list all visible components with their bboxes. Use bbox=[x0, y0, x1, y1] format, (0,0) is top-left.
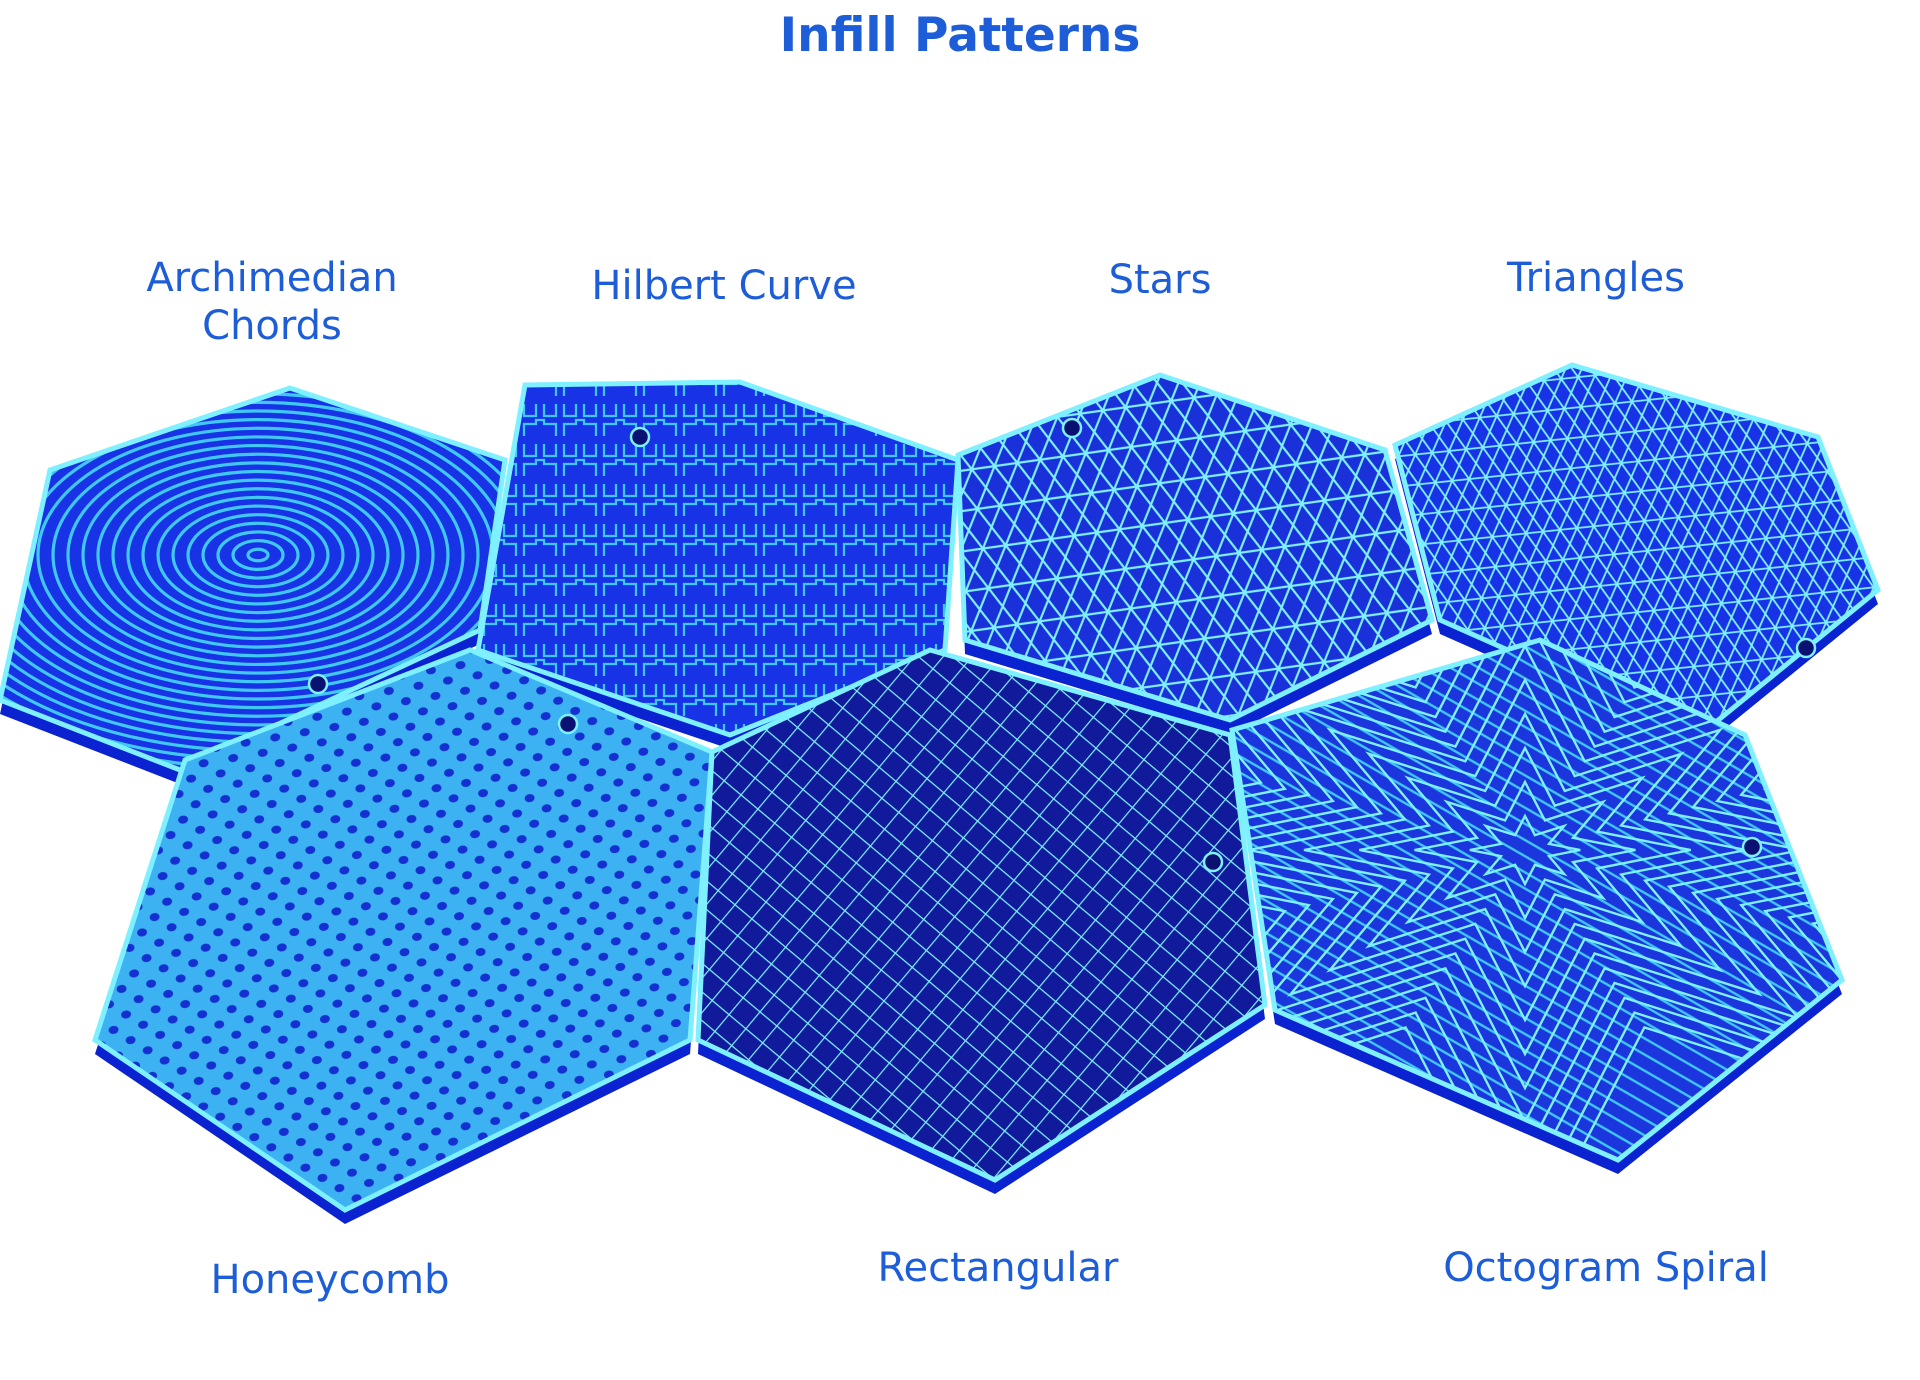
tile-stars bbox=[955, 372, 1435, 734]
mounting-hole bbox=[307, 673, 329, 695]
mounting-hole bbox=[1202, 851, 1224, 873]
tile-perimeter bbox=[955, 372, 1435, 723]
label-archimedian-chords: Archimedian Chords bbox=[146, 254, 397, 350]
mounting-hole bbox=[1061, 417, 1083, 439]
label-line: Stars bbox=[1108, 257, 1212, 303]
label-stars: Stars bbox=[1109, 256, 1212, 304]
tile-perimeter bbox=[695, 647, 1268, 1183]
tile-top bbox=[1395, 365, 1878, 735]
page-title: Infill Patterns bbox=[779, 8, 1141, 63]
label-line: Honeycomb bbox=[210, 1257, 450, 1303]
tile-top bbox=[95, 650, 712, 1210]
tile-top bbox=[698, 650, 1265, 1180]
tile-perimeter bbox=[1392, 362, 1881, 738]
mounting-hole bbox=[1741, 836, 1763, 858]
tile-perimeter bbox=[475, 379, 961, 738]
tile-perimeter bbox=[92, 647, 715, 1213]
tile-top bbox=[478, 382, 958, 735]
label-line: Rectangular bbox=[877, 1245, 1119, 1291]
mounting-hole bbox=[1795, 637, 1817, 659]
label-octogram-spiral: Octogram Spiral bbox=[1443, 1244, 1769, 1292]
tile-honeycomb bbox=[92, 647, 715, 1224]
label-line: Archimedian bbox=[146, 255, 398, 301]
tile-rectangular bbox=[695, 647, 1268, 1194]
label-honeycomb: Honeycomb bbox=[210, 1256, 449, 1304]
label-line: Octogram Spiral bbox=[1443, 1245, 1769, 1291]
label-line: Triangles bbox=[1507, 255, 1685, 301]
label-rectangular: Rectangular bbox=[878, 1244, 1119, 1292]
tile-hilbert-curve bbox=[475, 379, 961, 749]
label-triangles: Triangles bbox=[1507, 254, 1685, 302]
label-line: Hilbert Curve bbox=[591, 263, 857, 309]
tile-perimeter bbox=[1229, 637, 1846, 1163]
label-line: Chords bbox=[202, 303, 342, 349]
tile-top bbox=[1232, 640, 1842, 1160]
mounting-hole bbox=[557, 713, 579, 735]
tile-top bbox=[958, 375, 1432, 720]
mounting-hole bbox=[629, 426, 651, 448]
label-hilbert-curve: Hilbert Curve bbox=[591, 262, 856, 310]
